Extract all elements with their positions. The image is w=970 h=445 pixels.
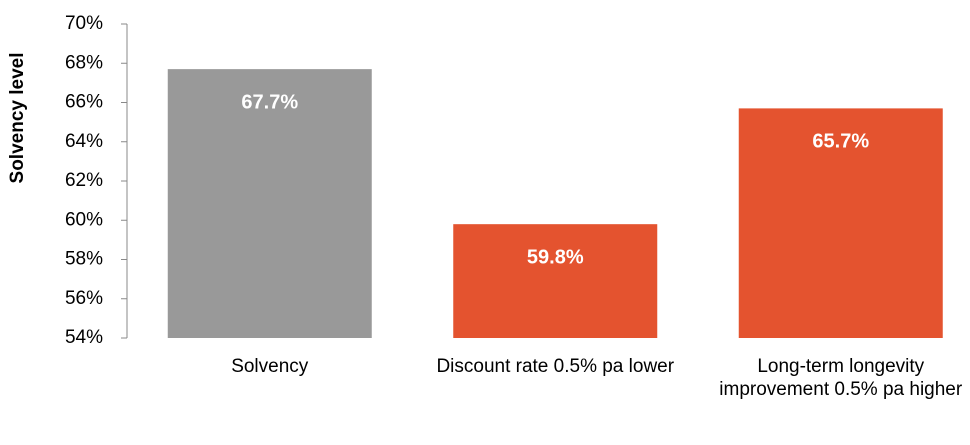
y-tick-label: 66% (65, 92, 103, 113)
y-tick-label: 54% (65, 327, 103, 348)
x-tick-label: Discount rate 0.5% pa lower (436, 356, 675, 377)
value-label: 65.7% (812, 131, 869, 153)
y-tick-label: 70% (65, 13, 103, 34)
y-tick-label: 60% (65, 209, 103, 230)
y-axis-label: Solvency level (7, 53, 28, 184)
x-tick-label-box: Long-term longevity improvement 0.5% pa … (719, 356, 963, 400)
x-tick-label: Solvency (231, 356, 309, 377)
value-label: 59.8% (527, 246, 584, 268)
x-tick-label: Long-term longevity improvement 0.5% pa … (719, 356, 963, 400)
value-label: 67.7% (241, 91, 298, 113)
x-tick-label-box: Solvency (231, 356, 309, 377)
y-tick-label: 64% (65, 131, 103, 152)
y-tick-label: 62% (65, 170, 103, 191)
bar (738, 108, 943, 338)
y-tick-label: 68% (65, 52, 103, 73)
y-tick-label: 58% (65, 249, 103, 270)
y-tick-label: 56% (65, 288, 103, 309)
bar (167, 69, 372, 338)
x-tick-label-box: Discount rate 0.5% pa lower (436, 356, 675, 377)
bar (453, 224, 658, 338)
